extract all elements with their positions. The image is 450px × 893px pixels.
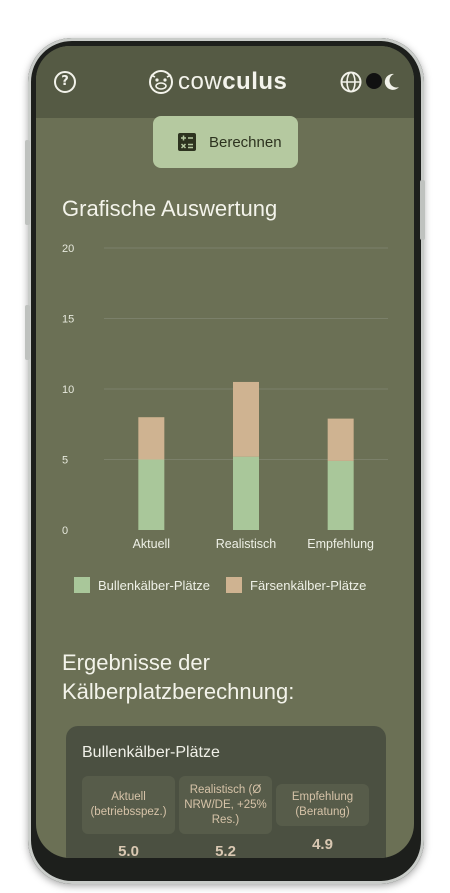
y-tick-label: 5	[62, 455, 68, 467]
y-tick-label: 15	[62, 314, 74, 326]
app-logo: cowculus	[148, 68, 287, 96]
x-tick-label: Empfehlung	[307, 537, 374, 551]
chart-legend: Bullenkälber-Plätze Färsenkälber-Plätze	[74, 577, 366, 593]
cow-logo-icon	[149, 70, 173, 94]
bar-segment-faersen	[327, 418, 354, 461]
calculate-button-label: Berechnen	[209, 133, 282, 151]
calculate-button[interactable]: Berechnen	[153, 116, 298, 168]
legend-swatch-faersen	[226, 577, 243, 593]
stacked-bar-chart: 0 5 10 15 20 Aktuell Realistisch Empfehlung	[62, 243, 388, 551]
column-header-empfehlung: Empfehlung (Beratung)	[276, 784, 369, 826]
value-realistisch: 5.2	[215, 843, 236, 858]
legend-label-faersen: Färsenkälber-Plätze	[250, 577, 367, 593]
volume-button	[25, 140, 30, 225]
chart-title: Grafische Auswertung	[62, 196, 278, 221]
bar-segment-faersen	[138, 417, 165, 460]
moon-icon[interactable]	[381, 72, 401, 92]
bar-segment-bullen	[233, 456, 259, 530]
help-circle-icon[interactable]: ?	[54, 71, 76, 93]
value-aktuell: 5.0	[118, 843, 139, 858]
bar-segment-bullen	[327, 460, 354, 530]
globe-icon[interactable]	[340, 71, 362, 93]
calculator-icon	[178, 133, 196, 151]
legend-label-bullen: Bullenkälber-Plätze	[98, 577, 211, 593]
legend-swatch-bullen	[74, 577, 90, 593]
bar-segment-faersen	[233, 381, 259, 457]
x-tick-label: Realistisch	[216, 537, 276, 551]
bar-segment-bullen	[138, 459, 165, 530]
power-button	[420, 180, 425, 240]
y-tick-label: 10	[62, 384, 74, 396]
value-empfehlung: 4.9	[312, 836, 333, 853]
results-title: Ergebnisse der Kälberplatzberechnung:	[62, 650, 295, 704]
column-header-realistisch: Realistisch (Ø NRW/DE, +25% Res.)	[179, 776, 272, 834]
column-header-aktuell: Aktuell (betriebsspez.)	[82, 776, 175, 834]
bixby-button	[25, 305, 30, 360]
y-tick-label: 0	[62, 525, 68, 537]
front-camera	[366, 73, 382, 89]
app-header: ? cowculus	[36, 46, 414, 118]
results-card-title: Bullenkälber-Plätze	[82, 744, 220, 761]
logo-text: cowculus	[178, 68, 288, 95]
x-tick-label: Aktuell	[133, 537, 171, 551]
results-card: Bullenkälber-Plätze Aktuell (betriebsspe…	[66, 726, 386, 858]
app-screen: ? cowculus Berechnen Grafisch	[36, 46, 414, 858]
y-tick-label: 20	[62, 243, 74, 255]
